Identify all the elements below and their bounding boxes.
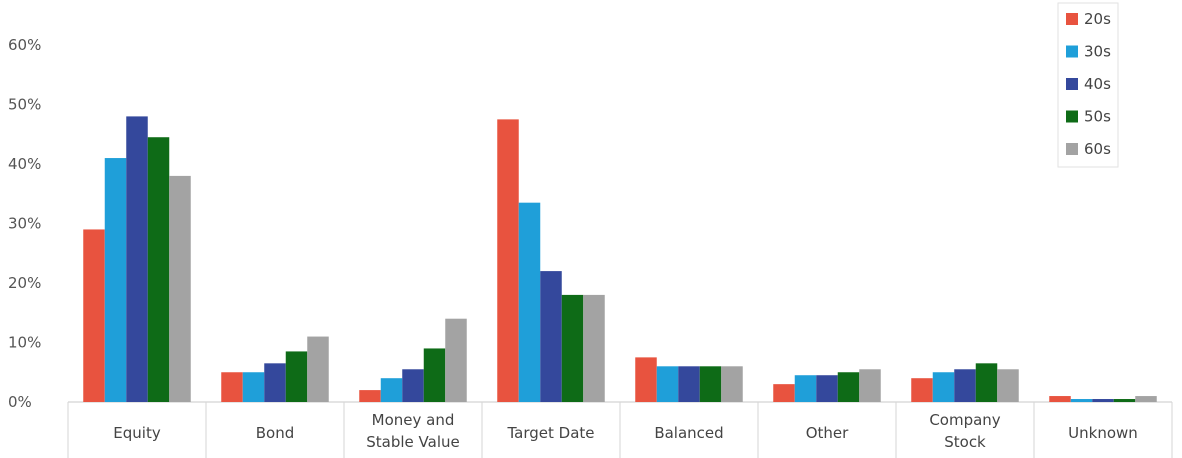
- bar-60s: [445, 318, 467, 402]
- bar-30s: [518, 202, 541, 402]
- legend-swatch: [1066, 143, 1078, 155]
- bar-50s: [699, 366, 722, 402]
- bar-20s: [221, 372, 243, 402]
- bar-20s: [83, 229, 105, 402]
- legend: 20s 30s 40s 50s 60s: [1057, 2, 1119, 168]
- y-tick-label: 0%: [8, 393, 32, 411]
- bar-50s: [975, 363, 998, 402]
- bar-20s: [773, 384, 795, 402]
- legend-swatch: [1066, 45, 1078, 58]
- bar-40s: [816, 375, 838, 402]
- bar-50s: [1113, 399, 1136, 402]
- bar-60s: [721, 366, 743, 402]
- bar-40s: [1092, 399, 1114, 402]
- bar-40s: [264, 363, 286, 402]
- bar-20s: [497, 119, 519, 402]
- bar-40s: [540, 271, 562, 402]
- legend-label: 20s: [1084, 10, 1111, 28]
- bar-30s: [242, 372, 265, 402]
- bar-60s: [997, 369, 1019, 402]
- bar-50s: [285, 351, 308, 402]
- bar-60s: [307, 336, 329, 402]
- bar-60s: [1135, 396, 1157, 402]
- bar-30s: [380, 378, 403, 402]
- bar-60s: [169, 175, 191, 402]
- y-tick-label: 30%: [8, 215, 41, 233]
- x-tick-label: Bond: [256, 424, 295, 442]
- x-tick-label: Target Date: [506, 424, 594, 442]
- legend-label: 50s: [1084, 108, 1111, 126]
- x-tick-label: Other: [806, 424, 849, 442]
- bar-50s: [561, 294, 584, 402]
- bar-30s: [794, 375, 817, 402]
- legend-swatch: [1066, 78, 1078, 90]
- bar-60s: [859, 369, 881, 402]
- bar-50s: [423, 348, 446, 402]
- bar-50s: [837, 372, 860, 402]
- legend-label: 30s: [1084, 43, 1111, 61]
- bar-30s: [932, 372, 955, 402]
- x-tick-label: Company: [929, 411, 1000, 429]
- bar-40s: [954, 369, 976, 402]
- x-tick-label: Equity: [113, 424, 161, 442]
- y-tick-label: 10%: [8, 334, 41, 352]
- bar-50s: [147, 137, 170, 402]
- x-tick-label: Stable Value: [366, 433, 459, 451]
- legend-swatch: [1066, 13, 1078, 25]
- bar-30s: [104, 158, 127, 402]
- bar-20s: [1049, 396, 1071, 402]
- bar-60s: [583, 294, 605, 402]
- x-tick-label: Money and: [372, 411, 455, 429]
- y-tick-label: 20%: [8, 274, 41, 292]
- y-tick-label: 50%: [8, 96, 41, 114]
- legend-label: 40s: [1084, 75, 1111, 93]
- bar-20s: [635, 357, 657, 402]
- bar-20s: [911, 378, 933, 402]
- legend-label: 60s: [1084, 140, 1111, 158]
- bar-20s: [359, 390, 381, 402]
- bars: [83, 116, 1157, 403]
- x-tick-label: Stock: [944, 433, 986, 451]
- y-tick-label: 60%: [8, 36, 41, 54]
- bar-30s: [656, 366, 679, 402]
- x-tick-label: Balanced: [654, 424, 723, 442]
- legend-box: [1057, 2, 1119, 168]
- bar-30s: [1070, 399, 1093, 402]
- x-axis: Equity Bond Money and Stable Value Target Da…: [67, 401, 1173, 458]
- bar-40s: [126, 116, 148, 403]
- y-tick-label: 40%: [8, 155, 41, 173]
- legend-swatch: [1066, 110, 1078, 123]
- bar-40s: [678, 366, 700, 402]
- x-tick-label: Unknown: [1068, 424, 1138, 442]
- bar-40s: [402, 369, 424, 402]
- y-axis: 0% 10% 20% 30% 40% 50% 60%: [8, 36, 41, 411]
